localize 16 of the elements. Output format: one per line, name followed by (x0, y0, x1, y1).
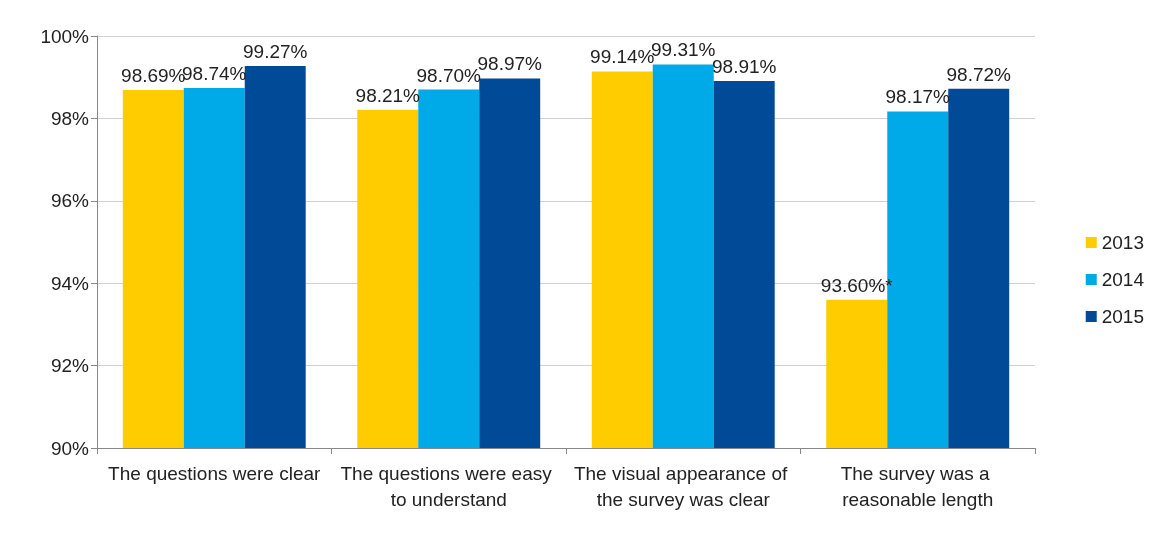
x-tick-label: The visual appearance of the survey was clear (573, 462, 793, 510)
x-tick-label: The survey was a reasonable length (840, 462, 995, 510)
legend-label: 2013 (1101, 232, 1145, 253)
x-tick-label: The questions were easy to understand (340, 462, 558, 510)
y-tick-label: 92% (50, 355, 90, 377)
y-tick-label: 100% (40, 25, 90, 47)
y-tick-label: 96% (50, 190, 90, 212)
data-label: 98.72% (946, 63, 1012, 85)
data-label: 99.27% (242, 41, 308, 63)
y-tick-label: 94% (50, 272, 90, 294)
legend-label: 2015 (1101, 306, 1145, 327)
y-tick-label: 90% (50, 437, 90, 459)
x-tick-label: The questions were clear (108, 462, 322, 484)
data-label: 98.91% (711, 55, 777, 77)
legend-label: 2014 (1101, 269, 1145, 290)
y-tick-label: 98% (50, 107, 90, 129)
